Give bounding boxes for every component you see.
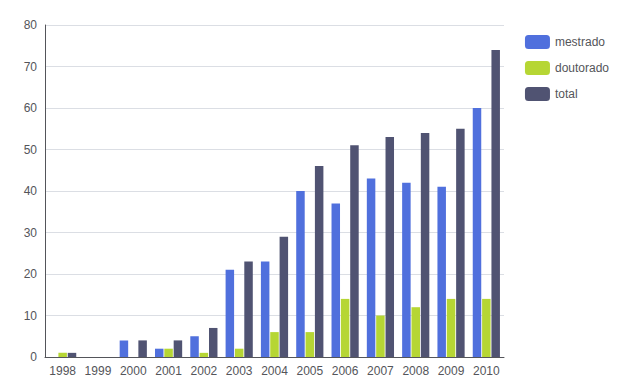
svg-text:2003: 2003 — [226, 364, 253, 378]
svg-text:0: 0 — [30, 350, 37, 364]
svg-text:2010: 2010 — [473, 364, 500, 378]
svg-text:2004: 2004 — [261, 364, 288, 378]
svg-text:2001: 2001 — [155, 364, 182, 378]
svg-text:1999: 1999 — [85, 364, 112, 378]
svg-text:total: total — [555, 87, 578, 101]
svg-text:2006: 2006 — [332, 364, 359, 378]
svg-text:1998: 1998 — [49, 364, 76, 378]
svg-text:2009: 2009 — [438, 364, 465, 378]
svg-text:2000: 2000 — [120, 364, 147, 378]
svg-text:80: 80 — [24, 18, 38, 32]
svg-text:10: 10 — [24, 309, 38, 323]
svg-text:70: 70 — [24, 60, 38, 74]
svg-text:doutorado: doutorado — [555, 61, 609, 75]
svg-text:2002: 2002 — [191, 364, 218, 378]
svg-text:2007: 2007 — [367, 364, 394, 378]
svg-text:2005: 2005 — [296, 364, 323, 378]
svg-text:50: 50 — [24, 143, 38, 157]
svg-text:2008: 2008 — [402, 364, 429, 378]
svg-text:mestrado: mestrado — [555, 35, 605, 49]
svg-text:20: 20 — [24, 267, 38, 281]
svg-text:60: 60 — [24, 101, 38, 115]
svg-text:30: 30 — [24, 226, 38, 240]
svg-text:40: 40 — [24, 184, 38, 198]
